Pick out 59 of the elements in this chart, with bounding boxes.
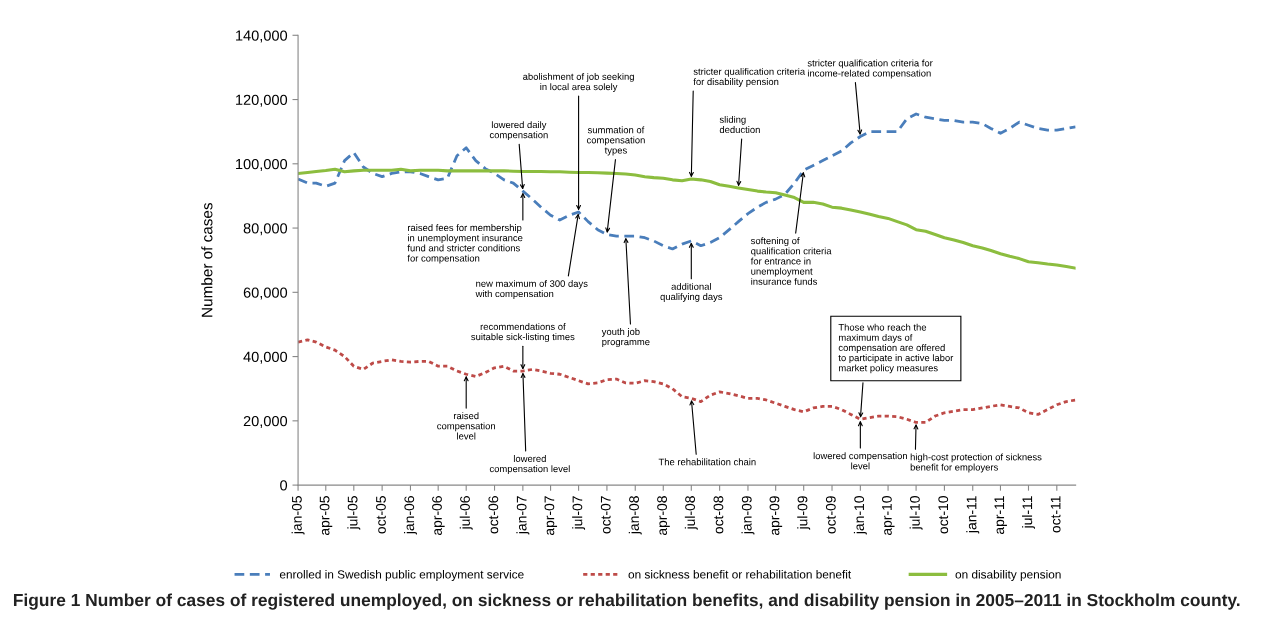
x-tick-label: oct-05 bbox=[376, 496, 386, 534]
x-tick-label: jan-10 bbox=[853, 496, 867, 535]
annotation: lowered daily compensation bbox=[489, 121, 548, 141]
x-tick-label: apr-09 bbox=[769, 496, 783, 536]
annotation: new maximum of 300 days with compensation bbox=[475, 279, 588, 299]
x-tick-label: jan-11 bbox=[966, 496, 980, 534]
text: Figure 1 Number of cases of registered unemployed, on sickness or rehabilitation benefits, and disability pension in 2005–2011 in Stockholm county. bbox=[13, 593, 1240, 610]
x-tick-label: apr-06 bbox=[432, 496, 445, 536]
y-axis-title: Number of cases bbox=[201, 203, 213, 317]
x-tick-label: jan-09 bbox=[741, 496, 755, 535]
y-tick-label: 80,000 bbox=[243, 223, 288, 236]
x-tick-label: jul-10 bbox=[909, 496, 923, 530]
legend-label: on sickness benefit or rehabilitation benefit bbox=[628, 569, 852, 579]
x-tick-label: apr-07 bbox=[544, 496, 558, 536]
y-tick-label: 20,000 bbox=[243, 415, 288, 428]
x-tick-label: jan-05 bbox=[291, 496, 305, 535]
y-tick-label: 140,000 bbox=[236, 30, 288, 43]
annotation: Those who reach the maximum days of compensation are offered to participate in active labor market policy measures bbox=[838, 323, 954, 374]
y-tick-label: 100,000 bbox=[236, 158, 288, 171]
x-tick-label: oct-10 bbox=[938, 496, 949, 534]
annotation: recommendations of suitable sick-listing times bbox=[471, 323, 575, 343]
x-tick-label: oct-11 bbox=[1050, 496, 1061, 533]
x-tick-label: oct-07 bbox=[600, 496, 611, 534]
x-tick-label: jan-07 bbox=[516, 496, 530, 535]
x-tick-label: jul-08 bbox=[684, 496, 698, 530]
x-tick-label: apr-10 bbox=[881, 496, 895, 536]
annotation: lowered compensation level bbox=[813, 452, 907, 470]
annotation: raised compensation level bbox=[437, 412, 495, 440]
annotation: The rehabilitation chain bbox=[658, 458, 756, 466]
annotation: abolishment of job seeking in local area solely bbox=[523, 73, 634, 92]
x-tick-label: jul-09 bbox=[797, 496, 811, 530]
annotation: stricter qualification criteria for disability pension bbox=[693, 67, 806, 87]
annotation: high-cost protection of sickness benefit for employers bbox=[910, 453, 1042, 473]
annotation: lowered compensation level bbox=[489, 455, 570, 475]
annotation: additional qualifying days bbox=[660, 282, 723, 302]
x-tick-label: apr-11 bbox=[994, 496, 1007, 535]
x-tick-label: jan-08 bbox=[628, 496, 642, 535]
x-tick-label: apr-05 bbox=[319, 496, 333, 536]
x-tick-label: jul-06 bbox=[459, 496, 473, 530]
x-tick-label: jul-05 bbox=[347, 496, 361, 530]
legend-label: enrolled in Swedish public employment service bbox=[279, 569, 524, 581]
annotation: youth job programme bbox=[601, 328, 650, 348]
annotation: sliding deduction bbox=[719, 115, 760, 134]
legend-label: on disability pension bbox=[955, 569, 1061, 581]
annotation: softening of qualification criteria for entrance in unemployment insurance funds bbox=[750, 237, 832, 285]
x-tick-label: oct-08 bbox=[713, 496, 724, 534]
x-tick-label: jan-06 bbox=[403, 496, 417, 535]
x-tick-label: oct-09 bbox=[825, 496, 836, 534]
x-tick-label: apr-08 bbox=[657, 496, 670, 536]
y-tick-label: 40,000 bbox=[243, 351, 288, 364]
x-tick-label: jul-11 bbox=[1022, 496, 1035, 529]
y-tick-label: 60,000 bbox=[243, 287, 288, 300]
x-tick-label: jul-07 bbox=[572, 496, 586, 530]
x-tick-label: oct-06 bbox=[488, 496, 499, 534]
y-tick-label: 120,000 bbox=[236, 94, 288, 107]
annotation: raised fees for membership in unemployment insurance fund and stricter conditions for compensation bbox=[407, 224, 523, 264]
annotation: stricter qualification criteria for income-related compensation bbox=[807, 59, 933, 79]
y-tick-label: 0 bbox=[280, 480, 288, 491]
annotation: summation of compensation types bbox=[586, 126, 645, 156]
